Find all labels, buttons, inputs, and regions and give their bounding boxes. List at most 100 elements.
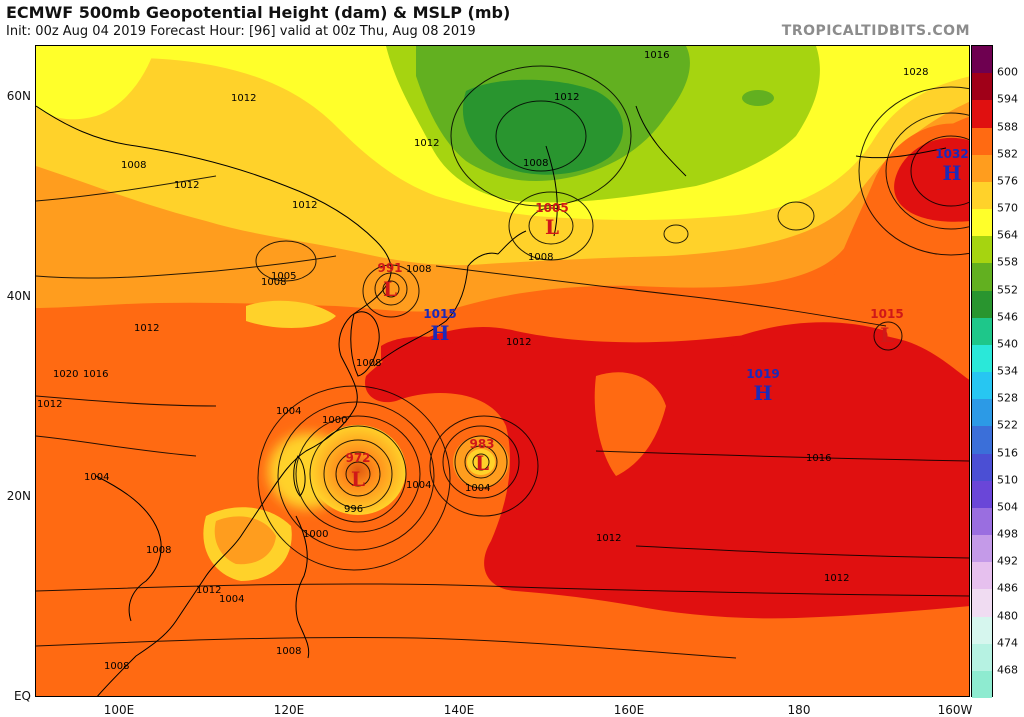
lon-label-120e: 120E	[273, 703, 305, 717]
colorbar-label: 540	[997, 337, 1018, 351]
colorbar-swatch	[972, 426, 992, 454]
colorbar-swatch	[972, 290, 992, 319]
isobar-label: 1028	[903, 67, 928, 78]
colorbar-label: 588	[997, 120, 1018, 133]
isobar-label: 1012	[596, 533, 621, 544]
colorbar-label: 534	[997, 364, 1018, 378]
isobar-label: 1008	[356, 358, 381, 369]
isobar-labels: 1016 1012 1012 1008 1012 1012 1008 1005 …	[37, 50, 928, 672]
lat-label-20n: 20N	[6, 489, 31, 503]
map-title: ECMWF 500mb Geopotential Height (dam) & …	[6, 3, 511, 22]
isobar-label: 1016	[83, 369, 108, 380]
lon-label-180: 180	[787, 703, 811, 717]
colorbar-label: 594	[997, 92, 1018, 106]
isobar-label: 1004	[406, 480, 431, 491]
colorbar-label: 600	[997, 65, 1018, 79]
colorbar-label: 582	[997, 147, 1018, 161]
colorbar-swatch	[972, 643, 992, 672]
coastlines	[36, 105, 947, 696]
colorbar-swatch	[972, 181, 992, 210]
lon-label-140e: 140E	[443, 703, 475, 717]
isobar-label: 1008	[528, 252, 553, 263]
colorbar-label: 474	[997, 636, 1018, 650]
svg-text:L: L	[880, 323, 894, 347]
isobar-label: 1008	[104, 661, 129, 672]
isobar-label: 996	[344, 504, 363, 515]
colorbar-swatch	[972, 535, 992, 563]
colorbar-label: 564	[997, 228, 1018, 242]
isobar-label: 1012	[37, 399, 62, 410]
colorbar-swatch	[972, 100, 992, 128]
isobar-lines	[36, 65, 969, 659]
low-pressure-center: 1005 L	[535, 201, 568, 239]
isobar-label: 1016	[806, 453, 831, 464]
svg-text:H: H	[754, 381, 773, 405]
svg-text:L: L	[475, 451, 489, 475]
isobar-label: 1008	[523, 158, 548, 169]
colorbar-label: 468	[997, 663, 1018, 677]
height-field-typhoons	[203, 425, 509, 581]
isobar-label: 1008	[276, 646, 301, 657]
isobar-label: 1008	[406, 264, 431, 275]
isobar-label: 1004	[465, 483, 490, 494]
isobar-label: 1012	[824, 573, 849, 584]
colorbar-swatch	[972, 589, 992, 617]
svg-text:L: L	[351, 467, 365, 491]
colorbar-swatch	[972, 154, 992, 183]
isobar-label: 1008	[146, 545, 171, 556]
isobar-label: 1012	[174, 180, 199, 191]
lon-label-160w: 160W	[937, 703, 973, 717]
isobar-label: 1005	[271, 271, 296, 282]
svg-text:1019: 1019	[746, 367, 779, 381]
colorbar-swatch	[972, 399, 992, 427]
lon-label-160e: 160E	[613, 703, 645, 717]
colorbar-swatch	[972, 562, 992, 590]
colorbar-label: 492	[997, 554, 1018, 568]
isobar-label: 1012	[231, 93, 256, 104]
colorbar-swatch	[972, 344, 992, 373]
isobar-label: 1012	[196, 585, 221, 596]
colorbar-label: 504	[997, 500, 1018, 514]
colorbar	[971, 45, 993, 699]
colorbar-swatch	[972, 236, 992, 264]
colorbar-label: 546	[997, 310, 1018, 324]
colorbar-label: 522	[997, 418, 1018, 432]
colorbar-swatch	[972, 46, 992, 74]
isobar-label: 1012	[134, 323, 159, 334]
isobar-label: 1020	[53, 369, 78, 380]
svg-text:1015: 1015	[870, 307, 903, 321]
colorbar-swatch	[972, 616, 992, 645]
map-panel: 1016 1012 1012 1008 1012 1012 1008 1005 …	[35, 45, 970, 697]
low-pressure-center: 983 L	[469, 437, 494, 475]
lat-label-eq: EQ	[13, 689, 31, 703]
colorbar-label: 510	[997, 473, 1018, 487]
low-pressure-center: 972 L	[345, 451, 370, 491]
map-canvas: 1016 1012 1012 1008 1012 1012 1008 1005 …	[36, 46, 969, 696]
pressure-centers: 1032 H 1005 L 991 L 1015 H 1015 L	[345, 147, 968, 491]
isobar-label: 1004	[276, 406, 301, 417]
colorbar-label: 576	[997, 174, 1018, 188]
colorbar-swatch	[972, 507, 992, 536]
svg-text:1032: 1032	[935, 147, 968, 161]
svg-text:1015: 1015	[423, 307, 456, 321]
colorbar-label: 570	[997, 201, 1018, 215]
colorbar-swatch	[972, 480, 992, 509]
svg-text:972: 972	[345, 451, 370, 465]
colorbar-swatch	[972, 209, 992, 237]
height-field-northern-bands	[36, 46, 969, 328]
svg-text:H: H	[431, 321, 450, 345]
isobar-label: 1008	[121, 160, 146, 171]
isobar-label: 1004	[84, 472, 109, 483]
low-pressure-center: 1015 L	[870, 307, 903, 347]
watermark: TROPICALTIDBITS.COM	[781, 23, 970, 39]
colorbar-swatch	[972, 372, 992, 400]
colorbar-label: 516	[997, 446, 1018, 459]
map-subtitle: Init: 00z Aug 04 2019 Forecast Hour: [96…	[6, 24, 476, 39]
isobar-label: 1000	[322, 415, 347, 426]
colorbar-swatch	[972, 73, 992, 101]
svg-text:L: L	[383, 277, 397, 301]
colorbar-swatch	[972, 127, 992, 156]
height-field-588-ridge	[365, 322, 969, 619]
isobar-label: 1000	[303, 529, 328, 540]
isobar-label: 1012	[554, 92, 579, 103]
